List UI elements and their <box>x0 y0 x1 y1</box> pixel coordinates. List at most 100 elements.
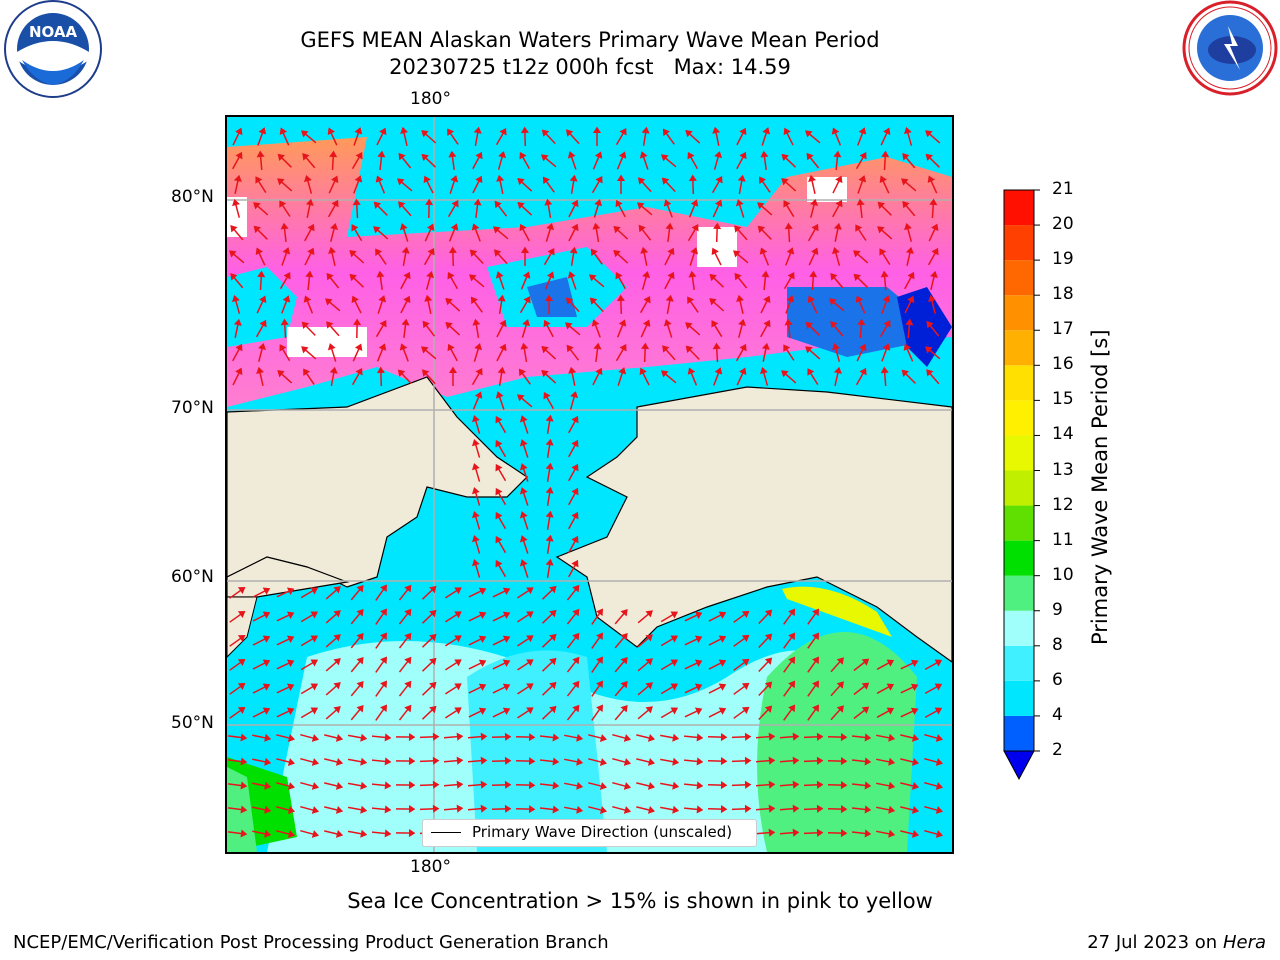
wave-arrow-head <box>549 633 557 642</box>
wave-arrow-head <box>549 681 557 690</box>
wave-arrow-head <box>493 249 502 257</box>
wave-arrow-head <box>744 780 752 789</box>
wave-arrow-head <box>741 658 750 666</box>
colorbar-tick-label: 11 <box>1052 529 1074 550</box>
wave-arrow-head <box>264 805 272 814</box>
wave-arrow-head <box>768 780 776 789</box>
wave-arrow-head <box>738 318 746 327</box>
wave-arrow-head <box>424 294 433 302</box>
wave-arrow-head <box>328 246 336 254</box>
wave-arrow-head <box>375 175 384 183</box>
wave-arrow-head <box>599 782 608 790</box>
wave-arrow-head <box>519 439 528 447</box>
wave-arrow-head <box>882 343 891 351</box>
wave-arrow-head <box>310 707 319 715</box>
wave-arrow-head <box>287 830 296 838</box>
wave-arrow-head <box>526 587 534 595</box>
colorbar-bin <box>1004 540 1034 576</box>
wave-arrow-head <box>642 319 651 327</box>
wave-arrow-head <box>859 151 867 160</box>
wave-arrow-head <box>475 175 483 184</box>
wave-arrow-head <box>880 366 889 374</box>
wave-arrow-head <box>572 680 580 689</box>
wave-arrow-head <box>643 295 651 304</box>
wave-arrow-head <box>287 806 296 814</box>
wave-arrow-head <box>690 247 699 255</box>
wave-arrow-head <box>718 635 727 643</box>
wave-arrow-head <box>907 295 915 304</box>
wave-arrow-head <box>599 734 608 742</box>
wave-arrow-head <box>861 658 870 666</box>
wave-arrow-head <box>757 202 765 210</box>
wave-arrow-head <box>620 609 628 617</box>
wave-arrow-head <box>576 805 584 814</box>
wave-arrow-head <box>812 680 819 689</box>
wave-arrow-head <box>864 733 872 742</box>
wave-arrow-head <box>709 273 717 282</box>
wave-arrow-head <box>685 322 693 330</box>
wave-arrow-head <box>301 130 309 138</box>
wave-arrow-head <box>571 511 579 520</box>
wave-arrow-head <box>478 707 487 715</box>
wave-arrow-head <box>233 318 242 326</box>
wave-arrow-head <box>911 733 920 742</box>
wave-arrow-head <box>286 659 295 667</box>
wave-arrow-head <box>855 295 864 303</box>
wave-arrow-head <box>352 198 361 206</box>
wave-arrow-head <box>380 584 388 593</box>
wave-arrow-head <box>546 223 554 231</box>
wave-arrow-head <box>832 342 840 351</box>
wave-arrow-head <box>696 805 704 814</box>
wave-arrow-head <box>718 683 727 691</box>
colorbar-bin <box>1004 645 1034 681</box>
wave-arrow-head <box>712 342 721 350</box>
wave-arrow-head <box>423 175 431 184</box>
wave-arrow-head <box>495 535 503 544</box>
wave-arrow-head <box>526 683 534 691</box>
wave-arrow-head <box>592 126 602 133</box>
wave-arrow-head <box>311 830 320 838</box>
wave-arrow-head <box>473 198 482 206</box>
wave-arrow-head <box>741 682 750 690</box>
wave-arrow-head <box>670 683 679 691</box>
wave-arrow-head <box>759 366 768 375</box>
wave-arrow-head <box>696 733 704 742</box>
lat-label-80n: 80°N <box>171 187 214 207</box>
wave-arrow-head <box>925 346 933 354</box>
swell-zone-green-east <box>757 632 917 852</box>
colorbar-bin <box>1004 330 1034 366</box>
wave-arrow-head <box>454 635 462 643</box>
wave-arrow-head <box>545 510 554 518</box>
wave-arrow-head <box>478 611 487 619</box>
wave-arrow-head <box>594 199 602 207</box>
wave-arrow-head <box>384 757 392 766</box>
wave-arrow-head <box>661 370 669 378</box>
wave-arrow-head <box>567 271 576 279</box>
wave-arrow-head <box>504 756 512 765</box>
wave-arrow-head <box>576 733 584 742</box>
wave-arrow-head <box>620 681 628 689</box>
wave-arrow-head <box>526 659 534 667</box>
wave-arrow-head <box>788 704 796 713</box>
wave-arrow-head <box>925 130 933 138</box>
wave-arrow-head <box>310 587 319 595</box>
wave-arrow-head <box>888 733 896 742</box>
wave-arrow-head <box>262 587 271 595</box>
wave-arrow-head <box>888 805 896 814</box>
wave-arrow-head <box>499 319 507 328</box>
wave-arrow-head <box>596 680 604 689</box>
wave-arrow-head <box>853 273 862 281</box>
wave-arrow-head <box>496 174 505 182</box>
wave-arrow-head <box>282 295 291 303</box>
wave-arrow-head <box>781 370 789 378</box>
wave-arrow-head <box>398 152 406 161</box>
wave-arrow-head <box>404 656 412 665</box>
wave-arrow-head <box>240 757 248 766</box>
wave-arrow-head <box>576 781 584 790</box>
wave-arrow-head <box>672 757 680 766</box>
wave-arrow-head <box>262 635 271 643</box>
wave-arrow-head <box>384 805 392 814</box>
wave-arrow-head <box>836 681 844 689</box>
wave-arrow-head <box>502 587 511 595</box>
wave-arrow-head <box>379 319 387 328</box>
